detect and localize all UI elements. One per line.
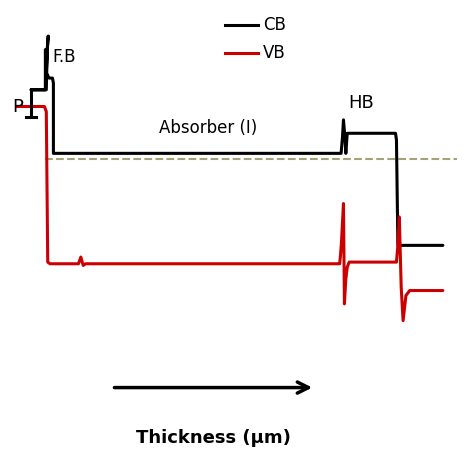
Text: VB: VB xyxy=(263,44,286,62)
Text: F.B: F.B xyxy=(53,48,76,66)
Text: Thickness (μm): Thickness (μm) xyxy=(136,429,291,447)
Text: CB: CB xyxy=(263,16,286,34)
Text: Absorber (I): Absorber (I) xyxy=(159,118,257,137)
Text: HB: HB xyxy=(348,93,374,111)
Text: P: P xyxy=(12,98,23,116)
